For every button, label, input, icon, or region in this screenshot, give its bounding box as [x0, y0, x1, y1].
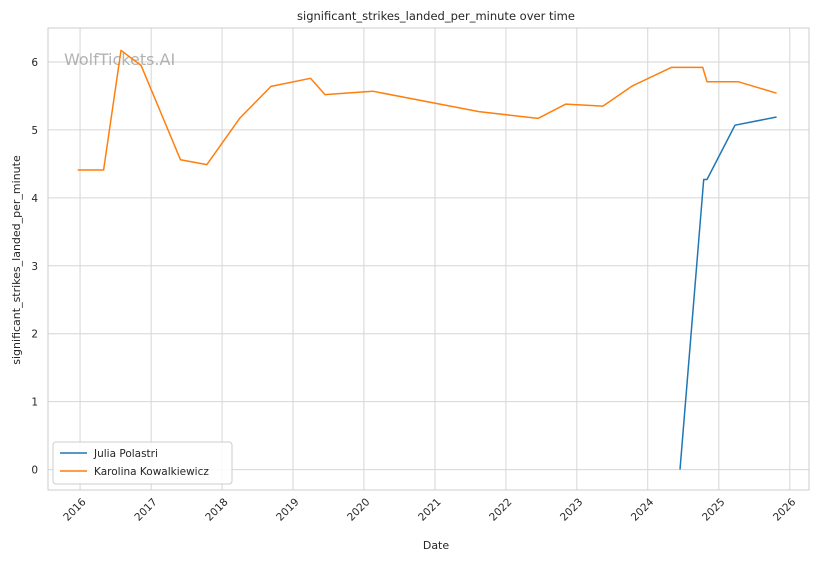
x-tick-label: 2018: [203, 496, 230, 523]
y-tick-label: 6: [31, 57, 38, 69]
x-tick-label: 2022: [487, 496, 514, 523]
x-tick-label: 2021: [416, 496, 443, 523]
x-tick-label: 2019: [274, 496, 301, 523]
x-tick-label: 2023: [558, 496, 585, 523]
x-tick-label: 2016: [61, 496, 89, 524]
series-line-julia-polastri: [679, 116, 777, 470]
y-tick-label: 1: [31, 397, 38, 409]
plot-frame: [47, 27, 810, 491]
y-axis-ticks: 0 1 2 3 4 5 6: [31, 57, 38, 477]
legend-box: [52, 441, 233, 485]
series-lines: [77, 49, 777, 470]
chart-title: significant_strikes_landed_per_minute ov…: [297, 9, 575, 23]
series-line-karolina-kowalkiewicz: [77, 49, 777, 171]
y-tick-label: 5: [31, 125, 38, 137]
x-tick-label: 2025: [700, 496, 727, 523]
y-axis-label: significant_strikes_landed_per_minute: [10, 155, 23, 365]
x-tick-label: 2026: [771, 496, 799, 524]
grid-lines: [48, 28, 809, 490]
x-tick-label: 2017: [132, 496, 159, 523]
y-tick-label: 3: [31, 261, 38, 273]
x-axis-label: Date: [423, 539, 450, 552]
legend-label-karolina-kowalkiewicz: Karolina Kowalkiewicz: [94, 466, 209, 478]
legend-label-julia-polastri: Julia Polastri: [93, 448, 158, 460]
x-tick-label: 2024: [629, 496, 657, 524]
x-axis-ticks: 2016 2017 2018 2019 2020 2021 2022 2023 2024 2025…: [61, 496, 798, 524]
x-tick-label: 2020: [345, 496, 372, 523]
legend: Julia Polastri Karolina Kowalkiewicz: [52, 441, 233, 485]
y-tick-label: 4: [31, 193, 38, 205]
y-tick-label: 0: [31, 465, 38, 477]
y-tick-label: 2: [31, 329, 38, 341]
